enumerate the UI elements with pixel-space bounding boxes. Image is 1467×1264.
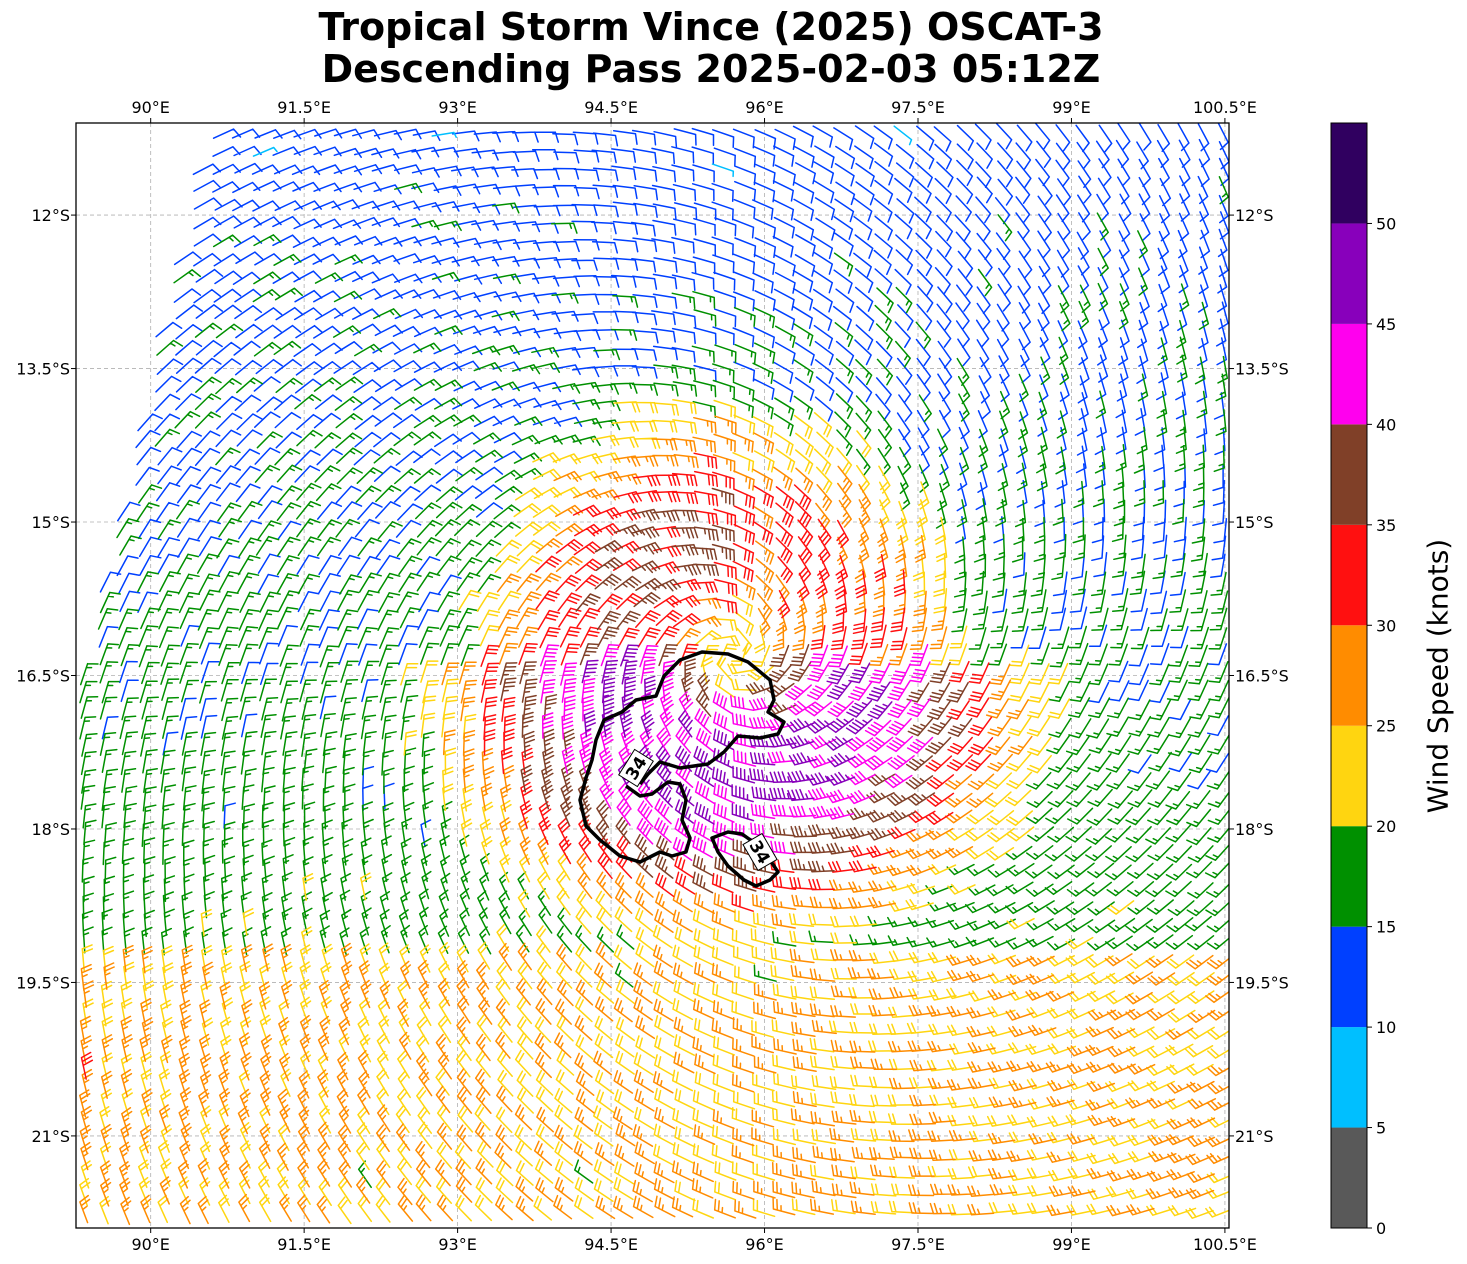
lat-tick-label-left: 21°S: [31, 1127, 70, 1146]
barb-group: [79, 399, 1229, 1225]
lat-tick-label-right: 12°S: [1235, 206, 1274, 225]
lon-tick-label-top: 100.5°E: [1193, 98, 1257, 117]
barb-group: [98, 123, 1229, 848]
barb-group: [80, 452, 994, 1080]
colorbar: 0 5 10 15 20 25 30 35 40 45 50: [1330, 122, 1396, 1238]
colorbar-bin: [1331, 625, 1367, 726]
lon-tick-label-top: 91.5°E: [277, 98, 331, 117]
colorbar-bin: [1331, 926, 1367, 1028]
colorbar-bin: [1331, 424, 1367, 525]
lat-tick-label-left: 15°S: [31, 513, 70, 532]
colorbar-tick-label: 0: [1376, 1219, 1386, 1238]
lat-tick-label-right: 18°S: [1235, 820, 1274, 839]
lon-tick-label-bottom: 90°E: [131, 1235, 169, 1254]
barb-group: [252, 125, 913, 178]
lon-tick-label-top: 99°E: [1052, 98, 1090, 117]
colorbar-tick-label: 50: [1376, 214, 1396, 233]
lon-tick-label-bottom: 96°E: [745, 1235, 783, 1254]
colorbar-tick-label: 35: [1376, 516, 1396, 535]
colorbar-tick-label: 40: [1376, 415, 1396, 434]
lat-tick-label-left: 13.5°S: [16, 360, 70, 379]
lat-tick-label-right: 13.5°S: [1235, 360, 1289, 379]
wind-barbs: [79, 123, 1229, 1226]
lat-tick-label-right: 15°S: [1235, 513, 1274, 532]
lat-tick-label-right: 21°S: [1235, 1127, 1274, 1146]
lat-tick-label-right: 19.5°S: [1235, 973, 1289, 992]
colorbar-label: Wind Speed (knots): [1421, 538, 1455, 814]
colorbar-tick-label: 30: [1376, 616, 1396, 635]
colorbar-tick-label: 25: [1376, 717, 1396, 736]
contour-34kt-secondary: [710, 830, 780, 888]
title-line-2: Descending Pass 2025-02-03 05:12Z: [321, 47, 1101, 91]
lon-tick-label-bottom: 94.5°E: [584, 1235, 638, 1254]
lon-tick-label-bottom: 100.5°E: [1193, 1235, 1257, 1254]
lat-tick-label-left: 18°S: [31, 820, 70, 839]
lon-tick-label-top: 93°E: [438, 98, 476, 117]
colorbar-bin: [1331, 725, 1367, 827]
title-line-1: Tropical Storm Vince (2025) OSCAT-3: [318, 5, 1104, 49]
lon-tick-label-top: 97.5°E: [891, 98, 945, 117]
lat-tick-label-left: 12°S: [31, 206, 70, 225]
colorbar-bin: [1331, 524, 1367, 626]
axis-tick-labels: 90°E 90°E 91.5°E 91.5°E 93°E 93°E 94.5°E 94.5°E…: [16, 98, 1289, 1254]
colorbar-bin: [1331, 123, 1367, 224]
barb-group: [499, 487, 973, 894]
colorbar-bin: [1331, 223, 1367, 324]
lon-tick-label-top: 96°E: [745, 98, 783, 117]
lat-tick-label-left: 19.5°S: [16, 973, 70, 992]
colorbar-bin: [1331, 826, 1367, 927]
lon-tick-label-bottom: 97.5°E: [891, 1235, 945, 1254]
colorbar-bin: [1331, 1027, 1367, 1128]
lat-tick-label-right: 16.5°S: [1235, 667, 1289, 686]
lon-tick-label-top: 94.5°E: [584, 98, 638, 117]
colorbar-frame: [1330, 122, 1368, 1229]
lon-tick-label-bottom: 99°E: [1052, 1235, 1090, 1254]
contour-34kt-main: [578, 650, 786, 864]
chart-title: Tropical Storm Vince (2025) OSCAT-3 Desc…: [0, 6, 1422, 90]
colorbar-tick-label: 20: [1376, 817, 1396, 836]
colorbar-tick-label: 10: [1376, 1018, 1396, 1037]
lon-tick-label-bottom: 93°E: [438, 1235, 476, 1254]
barb-group: [79, 415, 1229, 1226]
lon-tick-label-bottom: 91.5°E: [277, 1235, 331, 1254]
colorbar-bin: [1331, 1127, 1367, 1228]
colorbar-tick-label: 15: [1376, 918, 1396, 937]
colorbar-bin: [1331, 323, 1367, 425]
lat-tick-label-left: 16.5°S: [16, 667, 70, 686]
lon-tick-label-top: 90°E: [131, 98, 169, 117]
barb-group: [539, 643, 934, 861]
colorbar-tick-label: 45: [1376, 315, 1396, 334]
colorbar-tick-label: 5: [1376, 1119, 1386, 1138]
barb-group: [79, 176, 1229, 1189]
